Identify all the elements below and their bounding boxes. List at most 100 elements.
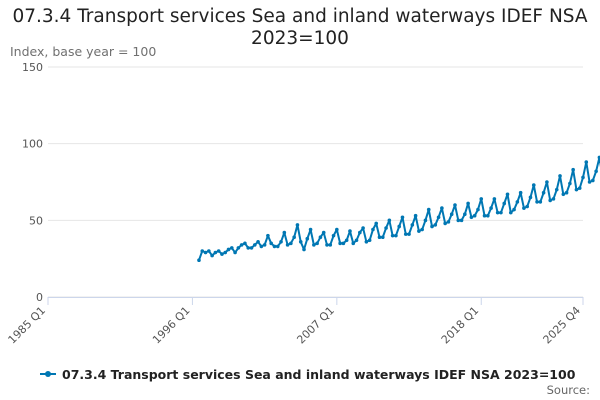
- data-point[interactable]: [426, 207, 431, 212]
- data-point[interactable]: [358, 230, 362, 235]
- data-point[interactable]: [597, 155, 600, 160]
- data-point[interactable]: [197, 258, 201, 263]
- data-point[interactable]: [243, 241, 247, 246]
- data-point[interactable]: [354, 238, 359, 243]
- data-point[interactable]: [456, 218, 461, 223]
- data-point[interactable]: [371, 227, 375, 232]
- data-point[interactable]: [403, 232, 408, 236]
- legend[interactable]: 07.3.4 Transport services Sea and inland…: [40, 365, 575, 383]
- data-point[interactable]: [486, 213, 490, 218]
- data-point[interactable]: [341, 241, 346, 246]
- data-point[interactable]: [443, 221, 447, 226]
- data-point[interactable]: [246, 246, 251, 250]
- data-point[interactable]: [502, 201, 507, 206]
- data-point[interactable]: [548, 198, 552, 203]
- data-point[interactable]: [545, 180, 549, 184]
- data-point[interactable]: [331, 233, 336, 238]
- data-point[interactable]: [558, 174, 562, 178]
- data-point[interactable]: [522, 206, 526, 210]
- data-point[interactable]: [233, 250, 237, 255]
- data-point[interactable]: [318, 235, 323, 239]
- data-point[interactable]: [459, 218, 464, 223]
- data-point[interactable]: [220, 252, 224, 256]
- data-point[interactable]: [207, 249, 211, 253]
- data-point[interactable]: [315, 241, 319, 246]
- data-point[interactable]: [400, 215, 405, 220]
- data-point[interactable]: [492, 197, 497, 201]
- data-point[interactable]: [525, 204, 529, 209]
- data-point[interactable]: [466, 201, 470, 206]
- data-point[interactable]: [308, 227, 313, 232]
- data-point[interactable]: [482, 213, 487, 218]
- data-point[interactable]: [213, 250, 218, 255]
- data-point[interactable]: [591, 178, 595, 183]
- data-point[interactable]: [515, 200, 520, 204]
- data-point[interactable]: [574, 187, 579, 192]
- data-point[interactable]: [453, 203, 457, 207]
- data-point[interactable]: [535, 200, 539, 204]
- data-point[interactable]: [266, 233, 270, 238]
- data-point[interactable]: [413, 213, 418, 218]
- series-line[interactable]: [198, 111, 600, 261]
- data-point[interactable]: [430, 224, 434, 229]
- data-point[interactable]: [440, 206, 444, 210]
- data-point[interactable]: [328, 243, 333, 247]
- data-point[interactable]: [384, 226, 388, 230]
- data-point[interactable]: [564, 190, 569, 195]
- data-point[interactable]: [292, 235, 296, 239]
- data-point[interactable]: [449, 212, 454, 216]
- data-point[interactable]: [203, 250, 208, 255]
- data-point[interactable]: [298, 240, 303, 244]
- data-point[interactable]: [239, 243, 244, 247]
- data-point[interactable]: [489, 206, 493, 210]
- data-point[interactable]: [472, 213, 477, 218]
- data-point[interactable]: [200, 249, 205, 253]
- data-point[interactable]: [568, 181, 572, 186]
- data-point[interactable]: [518, 190, 523, 195]
- data-point[interactable]: [377, 235, 382, 239]
- data-point[interactable]: [380, 235, 385, 239]
- data-point[interactable]: [581, 175, 585, 180]
- data-point[interactable]: [551, 197, 556, 201]
- data-point[interactable]: [587, 180, 592, 184]
- data-point[interactable]: [259, 244, 264, 249]
- data-point[interactable]: [476, 207, 480, 212]
- data-point[interactable]: [423, 218, 428, 223]
- data-point[interactable]: [269, 241, 273, 246]
- data-point[interactable]: [361, 226, 365, 230]
- data-point[interactable]: [252, 243, 257, 247]
- data-point[interactable]: [210, 253, 214, 258]
- data-point[interactable]: [348, 229, 352, 233]
- data-point[interactable]: [226, 247, 231, 252]
- data-point[interactable]: [256, 240, 260, 244]
- data-point[interactable]: [302, 247, 306, 252]
- data-point[interactable]: [508, 210, 513, 215]
- data-point[interactable]: [407, 232, 411, 236]
- data-point[interactable]: [469, 215, 474, 220]
- data-point[interactable]: [305, 236, 310, 241]
- data-point[interactable]: [351, 241, 356, 246]
- data-point[interactable]: [279, 240, 283, 244]
- data-point[interactable]: [344, 238, 349, 243]
- data-point[interactable]: [479, 197, 484, 201]
- data-point[interactable]: [495, 210, 500, 215]
- source-credit[interactable]: Source:: [546, 383, 590, 397]
- data-point[interactable]: [374, 221, 379, 226]
- data-point[interactable]: [338, 241, 342, 246]
- data-point[interactable]: [236, 246, 241, 250]
- data-point[interactable]: [312, 243, 316, 247]
- data-point[interactable]: [275, 244, 280, 249]
- data-point[interactable]: [594, 169, 598, 174]
- data-point[interactable]: [394, 233, 398, 238]
- data-point[interactable]: [499, 210, 503, 215]
- data-point[interactable]: [230, 246, 234, 250]
- data-point[interactable]: [364, 240, 369, 244]
- data-point[interactable]: [512, 207, 516, 212]
- data-point[interactable]: [387, 218, 392, 223]
- data-point[interactable]: [436, 215, 441, 220]
- data-point[interactable]: [541, 190, 546, 195]
- data-point[interactable]: [538, 200, 543, 204]
- data-point[interactable]: [554, 187, 559, 192]
- data-point[interactable]: [295, 223, 300, 227]
- data-point[interactable]: [420, 227, 424, 232]
